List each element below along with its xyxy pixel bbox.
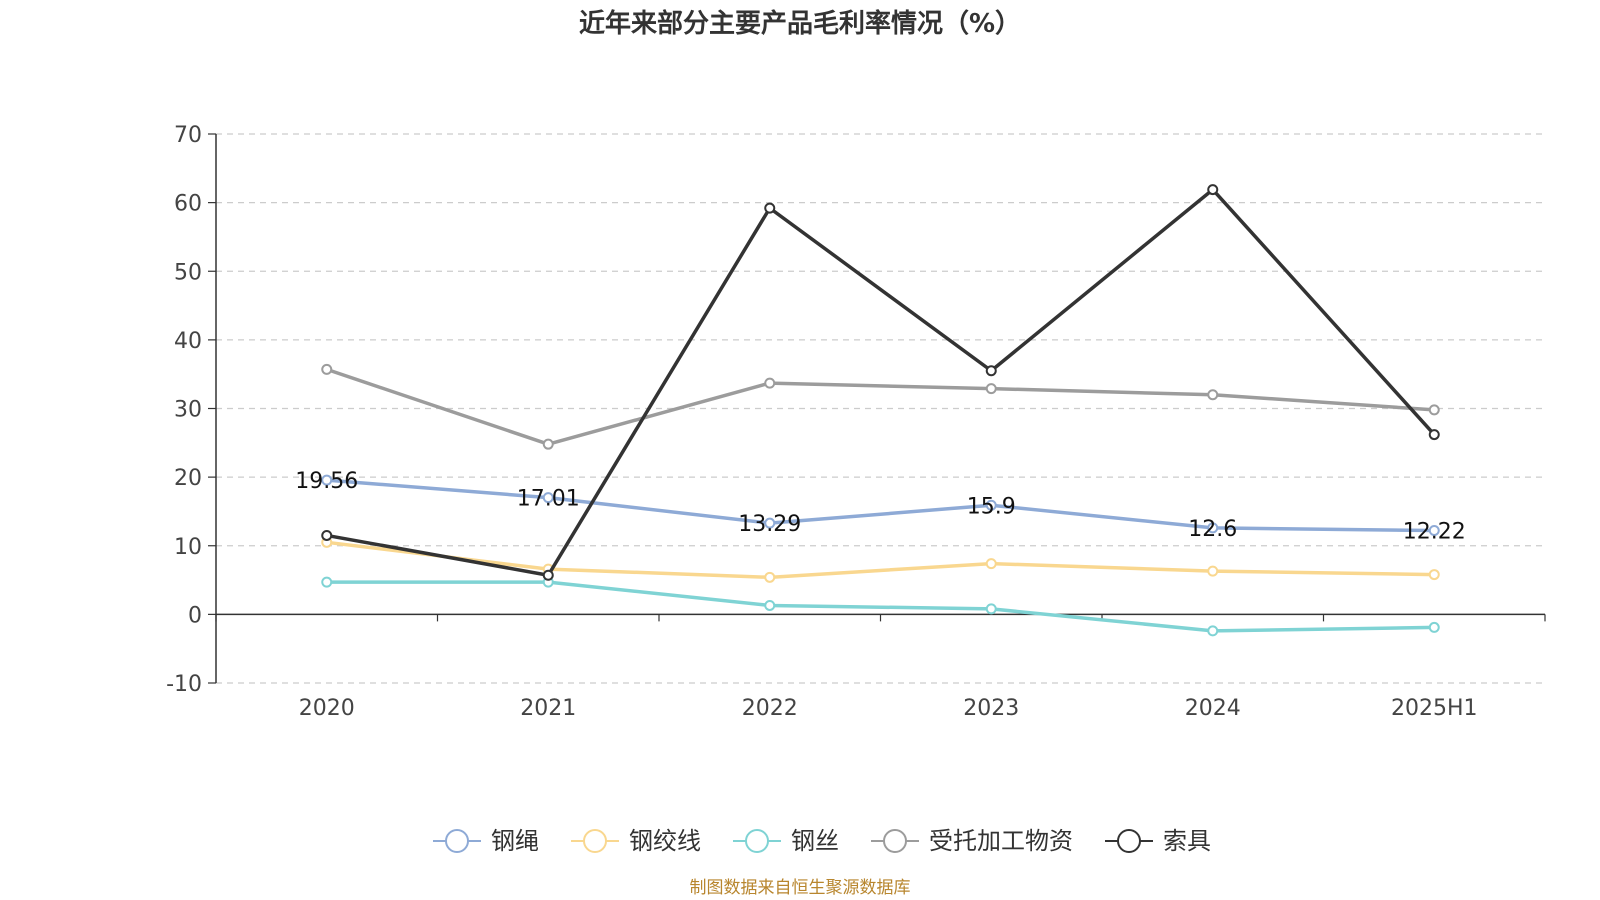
data-point bbox=[764, 571, 776, 583]
data-point bbox=[1207, 522, 1219, 534]
y-tick-label: 60 bbox=[174, 192, 202, 217]
data-point bbox=[764, 517, 776, 529]
data-label: 19.56 bbox=[295, 469, 358, 494]
data-point bbox=[1207, 389, 1219, 401]
data-point bbox=[321, 474, 333, 486]
y-tick-label: 50 bbox=[174, 260, 202, 285]
data-point bbox=[1428, 569, 1440, 581]
x-tick-label: 2022 bbox=[742, 696, 798, 721]
legend-marker bbox=[1117, 829, 1141, 853]
data-point bbox=[764, 377, 776, 389]
source-note: 制图数据来自恒生聚源数据库 bbox=[690, 878, 911, 898]
data-point bbox=[321, 576, 333, 588]
legend-item[interactable]: 钢丝 bbox=[733, 827, 839, 855]
data-labels: 19.56 17.01 13.29 15.9 12.6 12.22 bbox=[295, 469, 1465, 544]
x-tick-label: 2020 bbox=[299, 696, 355, 721]
data-point bbox=[542, 569, 554, 581]
data-point bbox=[1207, 625, 1219, 637]
data-label: 15.9 bbox=[967, 494, 1016, 519]
legend-marker bbox=[583, 829, 607, 853]
data-point bbox=[985, 603, 997, 615]
data-label: 12.22 bbox=[1403, 520, 1466, 545]
series-line-4 bbox=[326, 187, 1436, 578]
y-tick-label: 0 bbox=[188, 603, 202, 628]
y-tick-label: -10 bbox=[166, 672, 202, 697]
y-tick-label: 10 bbox=[174, 535, 202, 560]
legend: 钢绳 钢绞线 钢丝 受托加工物资 索具 bbox=[433, 827, 1211, 855]
legend-marker bbox=[883, 829, 907, 853]
data-point bbox=[764, 599, 776, 611]
legend-label: 钢丝 bbox=[791, 827, 839, 855]
data-point bbox=[1207, 184, 1219, 196]
y-tick-label: 70 bbox=[174, 123, 202, 148]
y-tick-label: 40 bbox=[174, 329, 202, 354]
data-point bbox=[1428, 429, 1440, 441]
data-point bbox=[1428, 525, 1440, 537]
series-line-3 bbox=[326, 367, 1435, 446]
data-point bbox=[542, 438, 554, 450]
data-point bbox=[985, 499, 997, 511]
data-point bbox=[1207, 565, 1219, 577]
data-point bbox=[985, 365, 997, 377]
legend-item[interactable]: 钢绞线 bbox=[571, 827, 701, 855]
legend-marker bbox=[445, 829, 469, 853]
series-line-1 bbox=[326, 540, 1435, 580]
legend-label: 钢绞线 bbox=[629, 827, 701, 855]
data-point bbox=[985, 383, 997, 395]
y-tick-label: 30 bbox=[174, 398, 202, 423]
data-label: 13.29 bbox=[738, 512, 801, 537]
y-tick-label: 20 bbox=[174, 466, 202, 491]
data-point bbox=[321, 363, 333, 375]
legend-label: 索具 bbox=[1163, 827, 1211, 855]
data-point bbox=[985, 558, 997, 570]
legend-label: 受托加工物资 bbox=[929, 827, 1073, 855]
grid-lines bbox=[216, 133, 1545, 684]
series-lines bbox=[321, 184, 1440, 637]
legend-marker bbox=[745, 829, 769, 853]
data-label: 12.6 bbox=[1188, 517, 1237, 542]
x-tick-label: 2023 bbox=[963, 696, 1019, 721]
legend-item[interactable]: 受托加工物资 bbox=[871, 827, 1073, 855]
data-point bbox=[542, 492, 554, 504]
x-tick-label: 2025H1 bbox=[1391, 696, 1478, 721]
legend-label: 钢绳 bbox=[491, 827, 539, 855]
series-line-2 bbox=[326, 580, 1435, 633]
data-point bbox=[321, 529, 333, 541]
data-point bbox=[1428, 621, 1440, 633]
axes: 70 60 50 40 30 20 10 0 -10 2020 2021 2022 2023 2024 20… bbox=[166, 123, 1546, 721]
data-label: 17.01 bbox=[517, 487, 580, 512]
series-line-0 bbox=[326, 478, 1435, 533]
x-tick-label: 2021 bbox=[520, 696, 576, 721]
legend-item[interactable]: 钢绳 bbox=[433, 827, 539, 855]
chart-title: 近年来部分主要产品毛利率情况（%） bbox=[579, 8, 1021, 39]
data-point bbox=[1428, 404, 1440, 416]
legend-item[interactable]: 索具 bbox=[1105, 827, 1211, 855]
x-tick-label: 2024 bbox=[1185, 696, 1241, 721]
data-point bbox=[764, 202, 776, 214]
